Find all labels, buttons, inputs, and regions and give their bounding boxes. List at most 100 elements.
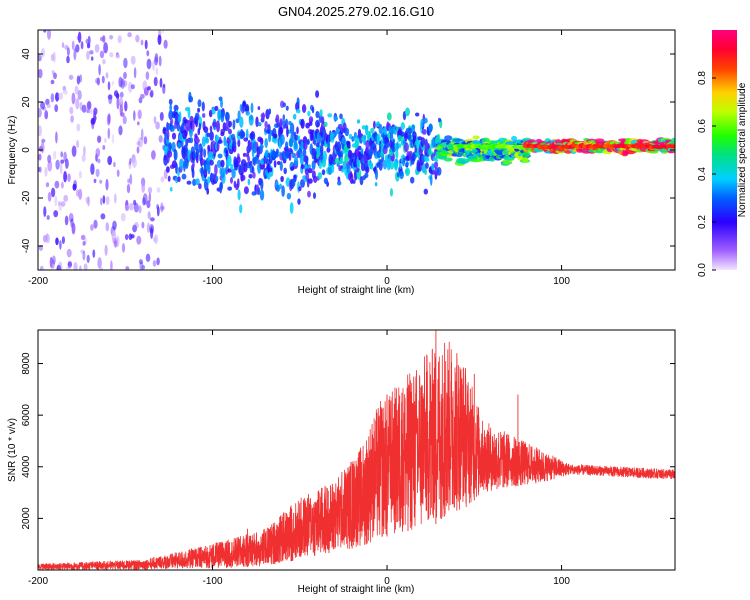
spectrogram-cell	[200, 147, 203, 159]
spectrogram-cell	[407, 127, 413, 135]
spectrogram-cell	[81, 104, 87, 113]
spectrogram-cell	[140, 93, 145, 99]
spectrogram-cell	[361, 125, 366, 130]
spectrogram-cell	[127, 178, 130, 184]
spectrogram-cell	[207, 176, 211, 184]
spectrogram-cell	[102, 58, 106, 65]
snr-x-label: Height of straight line (km)	[298, 584, 415, 595]
spectrogram-cell	[351, 179, 356, 184]
snr-y-tick-label: 4000	[21, 455, 32, 478]
spectrogram-cell	[239, 116, 244, 128]
spectrogram-cell	[149, 91, 154, 98]
spectrogram-cell	[77, 31, 82, 43]
spectrogram-cell	[337, 123, 343, 130]
spectrogram-cell	[383, 126, 388, 136]
spectrogram-cell	[93, 107, 98, 116]
spectrogram-cell	[286, 149, 290, 159]
spectrogram-cell	[192, 178, 197, 186]
spectrogram-cell	[313, 175, 318, 183]
spectrogram-cell	[66, 47, 70, 57]
spectrogram-cell	[300, 163, 305, 170]
spectrogram-cell	[102, 195, 106, 204]
spectrogram-cell	[260, 178, 264, 191]
spectrogram-cell	[408, 134, 413, 142]
spectrogram-cell	[259, 189, 265, 201]
spectrogram-cell	[209, 131, 214, 141]
spectrogram-cell	[67, 261, 73, 269]
spectrogram-x-tick-label: -100	[203, 276, 223, 287]
spectrogram-cell	[292, 178, 296, 187]
spectrogram-cell	[114, 90, 119, 97]
spectrogram-cell	[341, 168, 345, 173]
spectrogram-cell	[334, 157, 340, 164]
spectrogram-cell	[308, 164, 311, 170]
spectrogram-cell	[215, 175, 219, 182]
spectrogram-cell	[428, 123, 433, 133]
spectrogram-cell	[85, 108, 89, 113]
spectrogram-cell	[403, 142, 409, 153]
spectrogram-cell	[44, 167, 48, 177]
spectrogram-cell	[80, 234, 86, 241]
snr-y-tick-label: 8000	[21, 352, 32, 375]
spectrogram-cell	[201, 136, 206, 147]
spectrogram-cell	[170, 118, 174, 125]
spectrogram-cell	[209, 159, 214, 166]
spectrogram-cell	[227, 154, 232, 167]
spectrogram-cell	[136, 235, 142, 245]
spectrogram-cell	[162, 83, 166, 88]
spectrogram-cell	[423, 188, 428, 195]
spectrogram-cell	[320, 143, 324, 156]
spectrogram-cell	[118, 76, 123, 88]
spectrogram-cell	[125, 266, 130, 270]
spectrogram-cell	[311, 160, 316, 171]
spectrogram-cell	[296, 97, 300, 107]
snr-x-ticks: -200 -100 0 100	[28, 330, 570, 587]
spectrogram-cell	[141, 221, 145, 229]
spectrogram-cell	[105, 196, 110, 205]
spectrogram-cell	[74, 85, 79, 95]
spectrogram-cell	[412, 131, 417, 140]
spectrogram-cell	[41, 47, 45, 58]
spectrogram-cell	[152, 260, 157, 267]
spectrogram-cell	[243, 137, 249, 142]
spectrogram-cell	[38, 54, 42, 62]
spectrogram-cell	[38, 125, 42, 137]
spectrogram-cell	[245, 110, 250, 116]
spectrogram-cell	[216, 141, 220, 152]
spectrogram-cell	[147, 187, 153, 194]
spectrogram-cell	[133, 110, 136, 121]
spectrogram-cell	[302, 148, 307, 158]
spectrogram-cell	[81, 153, 86, 162]
spectrogram-cell	[102, 145, 106, 150]
spectrogram-cell	[160, 176, 165, 183]
colorbar-tick-label: 0.8	[697, 71, 708, 85]
spectrogram-cell	[220, 159, 225, 168]
spectrogram-cell	[54, 180, 60, 189]
spectrogram-cell	[386, 112, 392, 121]
snr-x-tick-label: -100	[203, 576, 223, 587]
spectrogram-cell	[166, 129, 170, 141]
spectrogram-cell	[169, 103, 173, 112]
spectrogram-cell	[55, 237, 59, 246]
spectrogram-cell	[195, 138, 200, 144]
spectrogram-x-tick-label: -200	[28, 276, 48, 287]
spectrogram-cell	[293, 156, 299, 167]
spectrogram-cell	[51, 187, 56, 198]
spectrogram-cell	[150, 217, 155, 222]
spectrogram-cell	[45, 98, 50, 106]
spectrogram-cell	[59, 162, 63, 175]
spectrogram-cell	[311, 106, 315, 114]
spectrogram-cell	[306, 138, 310, 145]
spectrogram-cell	[230, 177, 233, 184]
spectrogram-cell	[192, 161, 195, 169]
spectrogram-cell	[58, 92, 63, 100]
spectrogram-cell	[138, 97, 143, 104]
spectrogram-cell	[68, 212, 74, 223]
spectrogram-y-ticks: -40 -20 0 20 40	[21, 48, 675, 253]
spectrogram-y-tick-label: 20	[21, 96, 32, 108]
spectrogram-cell	[331, 163, 335, 174]
snr-y-tick-label: 6000	[21, 404, 32, 427]
spectrogram-cell	[289, 122, 295, 135]
spectrogram-cell	[60, 159, 65, 164]
spectrogram-cell	[321, 169, 326, 176]
